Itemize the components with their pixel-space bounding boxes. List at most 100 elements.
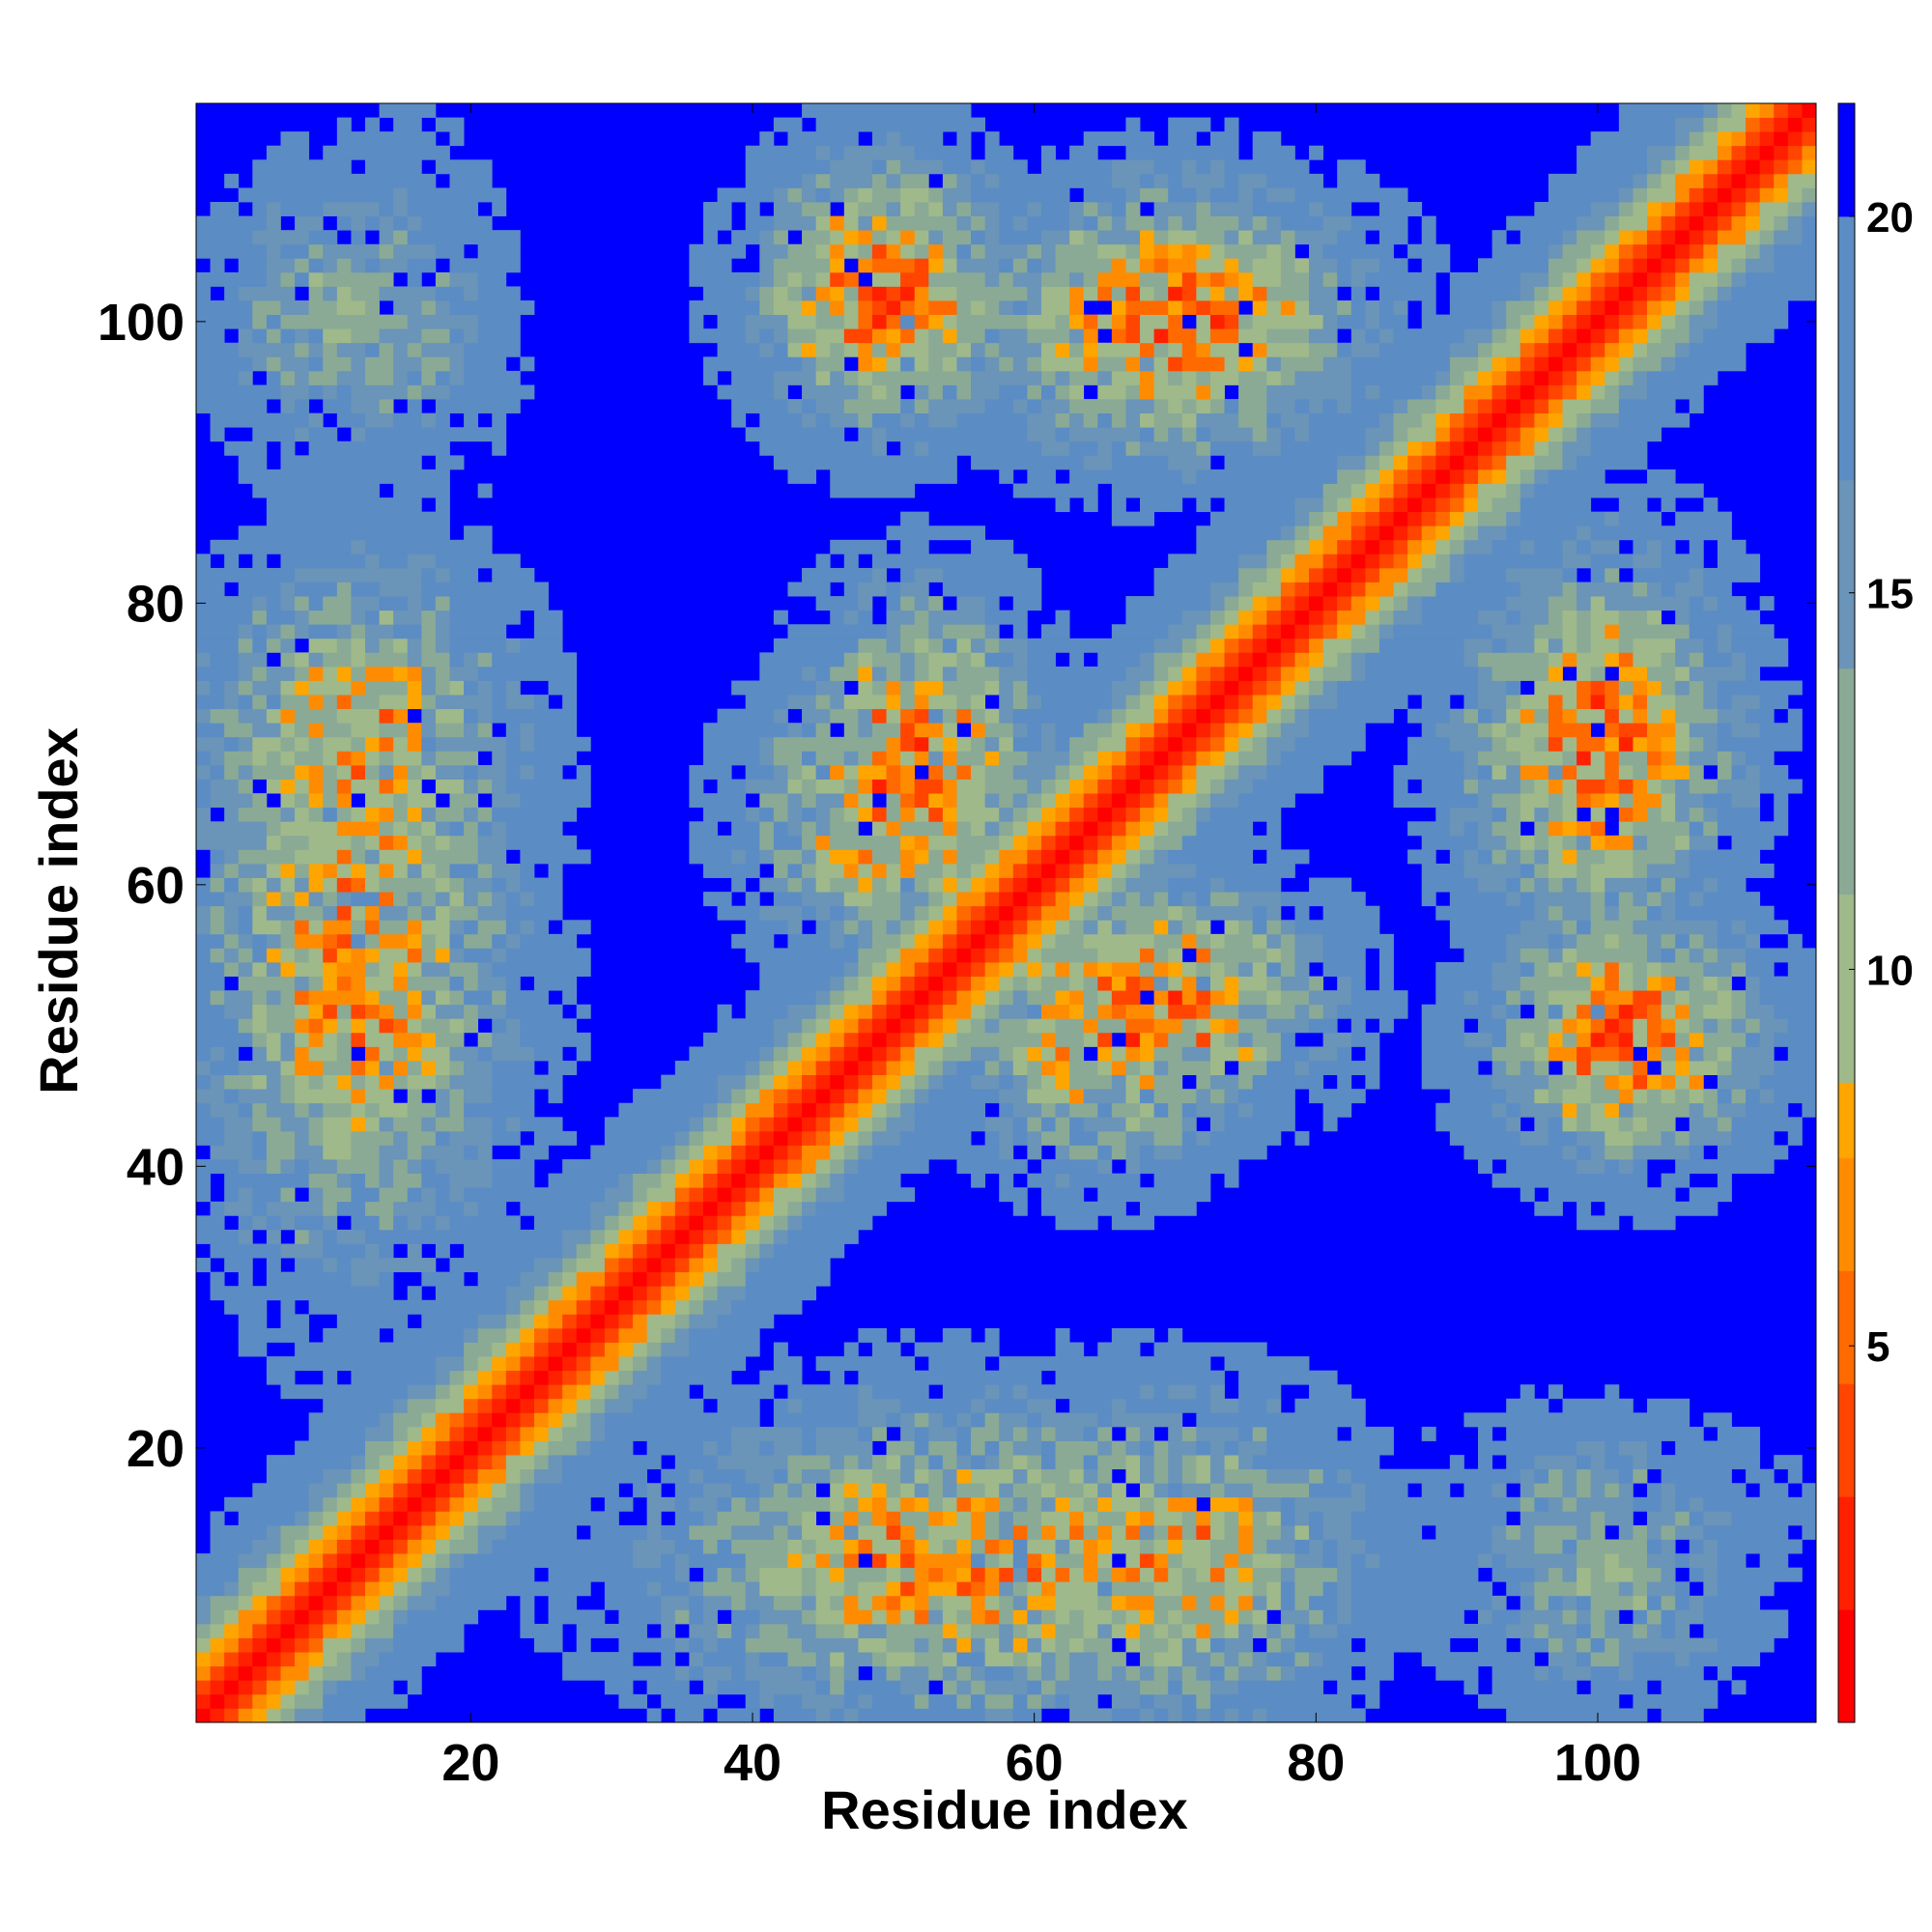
heatmap-cell xyxy=(1689,1187,1732,1203)
heatmap-cell xyxy=(1618,779,1634,794)
heatmap-cell xyxy=(717,1314,775,1329)
heatmap-cell xyxy=(1577,1496,1634,1512)
heatmap-cell xyxy=(1111,793,1126,809)
heatmap-cell xyxy=(364,962,380,977)
heatmap-cell xyxy=(1209,1496,1239,1512)
heatmap-cell xyxy=(238,933,253,949)
heatmap-cell xyxy=(520,638,563,653)
heatmap-cell xyxy=(295,863,310,878)
heatmap-cell xyxy=(1012,962,1028,977)
heatmap-cell xyxy=(323,666,338,681)
heatmap-cell xyxy=(449,666,479,681)
heatmap-cell xyxy=(224,764,240,780)
heatmap-cell xyxy=(464,1243,563,1259)
heatmap-cell xyxy=(802,905,817,921)
heatmap-cell xyxy=(364,736,380,752)
heatmap-cell xyxy=(1252,596,1267,611)
heatmap-cell xyxy=(942,1032,957,1047)
heatmap-cell xyxy=(1562,1595,1577,1610)
heatmap-cell xyxy=(745,1693,760,1709)
heatmap-cell xyxy=(830,1680,845,1695)
heatmap-cell xyxy=(1224,779,1254,794)
heatmap-cell xyxy=(1435,976,1492,991)
heatmap-cell xyxy=(886,342,901,357)
heatmap-cell xyxy=(1097,779,1113,794)
heatmap-cell xyxy=(1027,638,1155,653)
heatmap-cell xyxy=(1027,723,1042,738)
heatmap-cell xyxy=(435,412,450,428)
heatmap-cell xyxy=(1633,582,1648,597)
heatmap-cell xyxy=(1675,356,1747,372)
heatmap-cell xyxy=(1717,554,1761,569)
heatmap-cell xyxy=(1012,695,1028,710)
heatmap-cell xyxy=(661,1286,676,1301)
heatmap-cell xyxy=(745,1215,760,1231)
heatmap-cell xyxy=(576,1004,591,1019)
heatmap-cell xyxy=(576,1258,606,1273)
heatmap-cell xyxy=(364,1637,394,1653)
heatmap-cell xyxy=(689,1623,718,1638)
heatmap-cell xyxy=(871,779,887,794)
heatmap-cell xyxy=(1322,1524,1352,1540)
heatmap-cell xyxy=(1294,1623,1310,1638)
heatmap-cell xyxy=(759,1173,775,1188)
heatmap-cell xyxy=(956,920,972,935)
heatmap-cell xyxy=(1027,412,1056,428)
heatmap-cell xyxy=(802,1130,817,1146)
heatmap-cell xyxy=(477,483,493,498)
heatmap-cell xyxy=(858,1004,873,1019)
heatmap-cell xyxy=(1675,779,1690,794)
heatmap-cell xyxy=(815,821,831,837)
heatmap-cell xyxy=(1168,962,1183,977)
heatmap-cell xyxy=(364,1581,380,1597)
heatmap-cell xyxy=(1209,695,1225,710)
heatmap-cell xyxy=(900,1455,916,1470)
heatmap-cell xyxy=(210,1595,240,1610)
heatmap-cell xyxy=(1618,764,1634,780)
heatmap-cell xyxy=(1140,1201,1197,1216)
heatmap-cell xyxy=(435,455,465,470)
heatmap-cell xyxy=(956,1623,972,1638)
heatmap-cell xyxy=(1647,736,1662,752)
heatmap-cell xyxy=(1618,638,1634,653)
heatmap-cell xyxy=(295,624,310,639)
heatmap-cell xyxy=(1238,695,1254,710)
heatmap-cell xyxy=(1717,539,1747,554)
heatmap-cell xyxy=(1012,1130,1028,1146)
heatmap-cell xyxy=(871,976,887,991)
heatmap-cell xyxy=(702,1483,732,1498)
heatmap-cell xyxy=(1125,1440,1141,1456)
heatmap-cell xyxy=(1421,779,1464,794)
heatmap-cell xyxy=(1506,1159,1577,1175)
heatmap-cell xyxy=(661,1271,676,1287)
heatmap-cell xyxy=(886,1483,901,1498)
heatmap-cell xyxy=(1618,976,1634,991)
heatmap-cell xyxy=(1083,1567,1098,1582)
heatmap-cell xyxy=(351,1468,366,1484)
heatmap-cell xyxy=(1478,511,1507,526)
heatmap-cell xyxy=(1238,1496,1254,1512)
heatmap-cell xyxy=(815,1708,831,1723)
heatmap-cell xyxy=(1181,976,1197,991)
heatmap-cell xyxy=(717,314,747,329)
heatmap-cell xyxy=(1689,835,1719,850)
heatmap-cell xyxy=(1069,1496,1085,1512)
heatmap-cell xyxy=(830,1455,845,1470)
heatmap-cell xyxy=(1125,793,1141,809)
heatmap-cell xyxy=(464,807,479,822)
heatmap-cell xyxy=(1661,1680,1719,1695)
heatmap-cell xyxy=(802,764,817,780)
heatmap-cell xyxy=(421,356,450,372)
heatmap-cell xyxy=(1055,610,1070,625)
heatmap-cell xyxy=(308,1412,380,1428)
heatmap-cell xyxy=(407,342,422,357)
heatmap-cell xyxy=(1266,1637,1282,1653)
heatmap-cell xyxy=(1703,567,1761,582)
heatmap-cell xyxy=(1717,596,1747,611)
heatmap-cell xyxy=(956,821,972,837)
heatmap-cell xyxy=(1083,976,1098,991)
heatmap-cell xyxy=(773,1693,803,1709)
heatmap-cell xyxy=(379,708,394,724)
heatmap-cell xyxy=(1661,1130,1676,1146)
heatmap-cell xyxy=(1506,1117,1521,1132)
